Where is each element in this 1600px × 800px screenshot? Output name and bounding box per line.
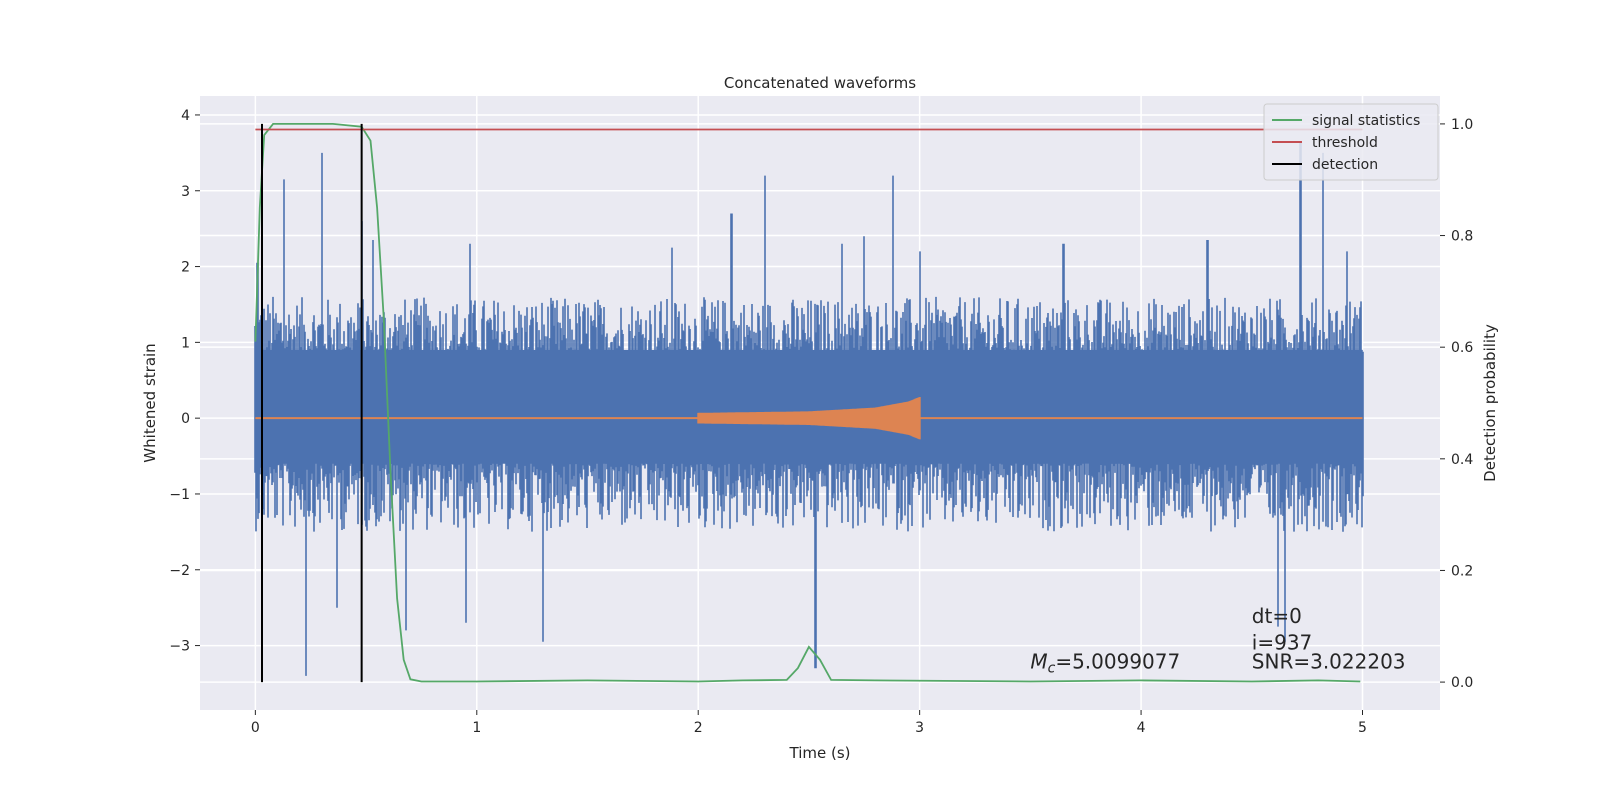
y2-tick-label: 1.0	[1451, 117, 1473, 133]
x-tick-label: 4	[1137, 720, 1146, 736]
mchirp-subscript: c	[1048, 660, 1056, 676]
mchirp-symbol: M	[1030, 649, 1047, 673]
legend: signal statistics threshold detection	[1263, 103, 1439, 181]
y-tick-label: 4	[181, 108, 190, 124]
y2-tick-label: 0.2	[1451, 563, 1473, 579]
x-tick-label: 3	[915, 720, 924, 736]
y-tick-label: 3	[181, 184, 190, 200]
y-tick-label: 1	[181, 335, 190, 351]
template-series-chirp	[697, 397, 921, 440]
x-tick-label: 1	[472, 720, 481, 736]
y2-tick-label: 0.8	[1451, 229, 1473, 245]
chart-title: Concatenated waveforms	[724, 74, 916, 92]
plot-marks	[254, 123, 1364, 683]
y2-tick-label: 0.0	[1451, 675, 1473, 691]
x-axis-label: Time (s)	[789, 744, 851, 762]
noise-series-band	[255, 349, 1363, 460]
snr-annotation: SNR=3.022203	[1252, 649, 1406, 673]
ticks: 0 1 2 3 4 5 4 3 2 1 0 −1 −2 −3 1.0 0.8 0.6 0.4 0.2 0.0	[169, 108, 1473, 736]
legend-label: signal statistics	[1312, 113, 1420, 129]
y-tick-label: 0	[181, 411, 190, 427]
legend-box	[1263, 103, 1439, 181]
y-tick-label: 2	[181, 260, 190, 276]
mchirp-value: =5.0099077	[1055, 649, 1180, 673]
legend-label: threshold	[1312, 135, 1378, 151]
dt-annotation: dt=0	[1252, 604, 1302, 628]
y-tick-label: −3	[169, 639, 190, 655]
y-tick-label: −2	[169, 563, 190, 579]
legend-label: detection	[1312, 157, 1378, 173]
mchirp-annotation: Mc=5.0099077	[1030, 649, 1180, 676]
y-axis-label: Whitened strain	[141, 343, 159, 462]
x-tick-label: 5	[1358, 720, 1367, 736]
y2-tick-label: 0.6	[1451, 340, 1473, 356]
i-annotation: i=937	[1252, 630, 1313, 654]
signal-statistics-line	[254, 123, 1361, 683]
y2-tick-label: 0.4	[1451, 452, 1473, 468]
y-tick-label: −1	[169, 487, 190, 503]
y2-axis-label: Detection probability	[1481, 324, 1499, 482]
x-tick-label: 2	[694, 720, 703, 736]
x-tick-label: 0	[251, 720, 260, 736]
